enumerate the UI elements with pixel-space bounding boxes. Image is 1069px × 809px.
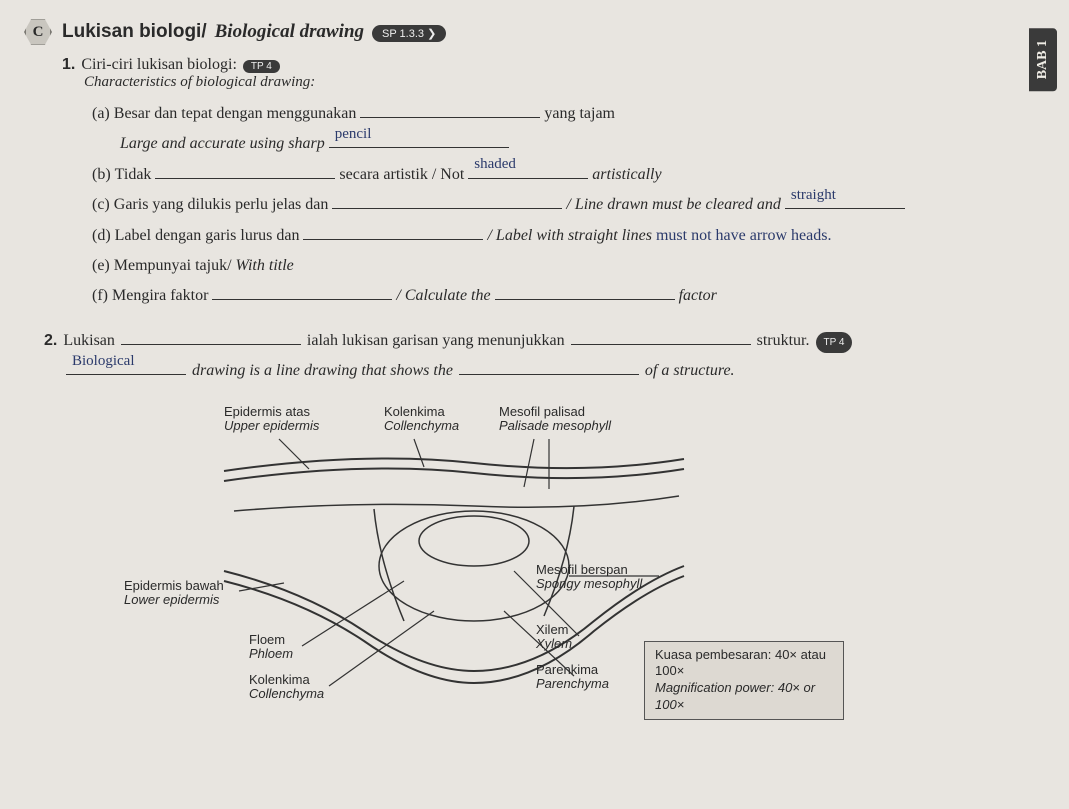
label-epidermis-atas: Epidermis atasUpper epidermis (224, 405, 319, 435)
q1a-my-post: yang tajam (544, 99, 615, 129)
blank[interactable] (571, 327, 751, 345)
q1b-my-pre: Tidak (115, 160, 152, 190)
section-title-en: Biological drawing (215, 21, 364, 43)
q1e-my: Mempunyai tajuk/ (114, 251, 232, 281)
handwriting: Biological (72, 347, 135, 376)
chapter-tab: BAB 1 (1029, 28, 1057, 91)
q1b-my-post: secara artistik / Not (339, 160, 464, 190)
q1c-my: Garis yang dilukis perlu jelas dan (114, 190, 329, 220)
blank[interactable]: Biological (66, 358, 186, 376)
q1a-en-pre: Large and accurate using sharp (120, 129, 325, 159)
section-title-my: Lukisan biologi/ (62, 21, 207, 43)
q1-head-my: Ciri-ciri lukisan biologi: (81, 56, 237, 74)
tp-pill: TP 4 (243, 60, 280, 73)
q2-my-post: struktur. (757, 326, 810, 356)
handwriting: pencil (335, 120, 372, 149)
handwriting: must not have arrow heads. (656, 221, 832, 251)
label-xilem: XilemXylem (536, 623, 572, 653)
q1-head-en: Characteristics of biological drawing: (84, 74, 1029, 91)
q1c-label: (c) (92, 190, 110, 220)
q1-number: 1. (62, 56, 75, 74)
q1d-my: Label dengan garis lurus dan (115, 221, 300, 251)
blank[interactable] (121, 327, 301, 345)
handwriting: shaded (474, 150, 516, 179)
q1d-label: (d) (92, 221, 111, 251)
label-parenkima: ParenkimaParenchyma (536, 663, 609, 693)
q1c-en-pre: / Line drawn must be cleared and (566, 190, 781, 220)
q1e-en: With title (236, 251, 294, 281)
label-floem: FloemPhloem (249, 633, 293, 663)
magnification-box: Kuasa pembesaran: 40× atau 100× Magnific… (644, 641, 844, 721)
handwriting: straight (791, 181, 836, 210)
blank[interactable] (212, 283, 392, 301)
blank[interactable] (459, 358, 639, 376)
label-epidermis-bawah: Epidermis bawahLower epidermis (124, 579, 224, 609)
q1f-en-post: factor (679, 281, 717, 311)
blank[interactable] (155, 161, 335, 179)
section-header: C Lukisan biologi/ Biological drawing SP… (24, 18, 1029, 46)
blank[interactable] (303, 222, 483, 240)
q2-en-mid: drawing is a line drawing that shows the (192, 356, 453, 386)
q1f-my: Mengira faktor (112, 281, 208, 311)
blank[interactable]: straight (785, 192, 905, 210)
q1a-label: (a) (92, 99, 110, 129)
question-1: 1. Ciri-ciri lukisan biologi: TP 4 Chara… (62, 56, 1029, 312)
q1f-en-pre: / Calculate the (396, 281, 490, 311)
label-mesofil-palisad: Mesofil palisadPalisade mesophyll (499, 405, 611, 435)
blank[interactable]: shaded (468, 161, 588, 179)
q2-number: 2. (44, 326, 57, 356)
q1b-label: (b) (92, 160, 111, 190)
q2-my-mid: ialah lukisan garisan yang menunjukkan (307, 326, 565, 356)
q1e-label: (e) (92, 251, 110, 281)
label-kolenkima-2: KolenkimaCollenchyma (249, 673, 324, 703)
q1a-my-pre: Besar dan tepat dengan menggunakan (114, 99, 357, 129)
blank[interactable] (360, 100, 540, 118)
section-letter: C (24, 18, 52, 46)
question-2: 2. Lukisan ialah lukisan garisan yang me… (44, 326, 1029, 387)
blank[interactable] (495, 283, 675, 301)
label-mesofil-berspan: Mesofil berspanSpongy mesophyll (536, 563, 642, 593)
q1b-en-post: artistically (592, 160, 661, 190)
q1f-label: (f) (92, 281, 108, 311)
blank[interactable] (332, 192, 562, 210)
tp-pill: TP 4 (816, 332, 853, 353)
label-kolenkima: KolenkimaCollenchyma (384, 405, 459, 435)
q2-en-post: of a structure. (645, 356, 735, 386)
q1d-en-pre: / Label with straight lines (487, 221, 651, 251)
sp-pill: SP 1.3.3 ❯ (372, 25, 446, 42)
leaf-diagram: Epidermis atasUpper epidermis KolenkimaC… (104, 401, 844, 711)
blank[interactable]: pencil (329, 131, 509, 149)
